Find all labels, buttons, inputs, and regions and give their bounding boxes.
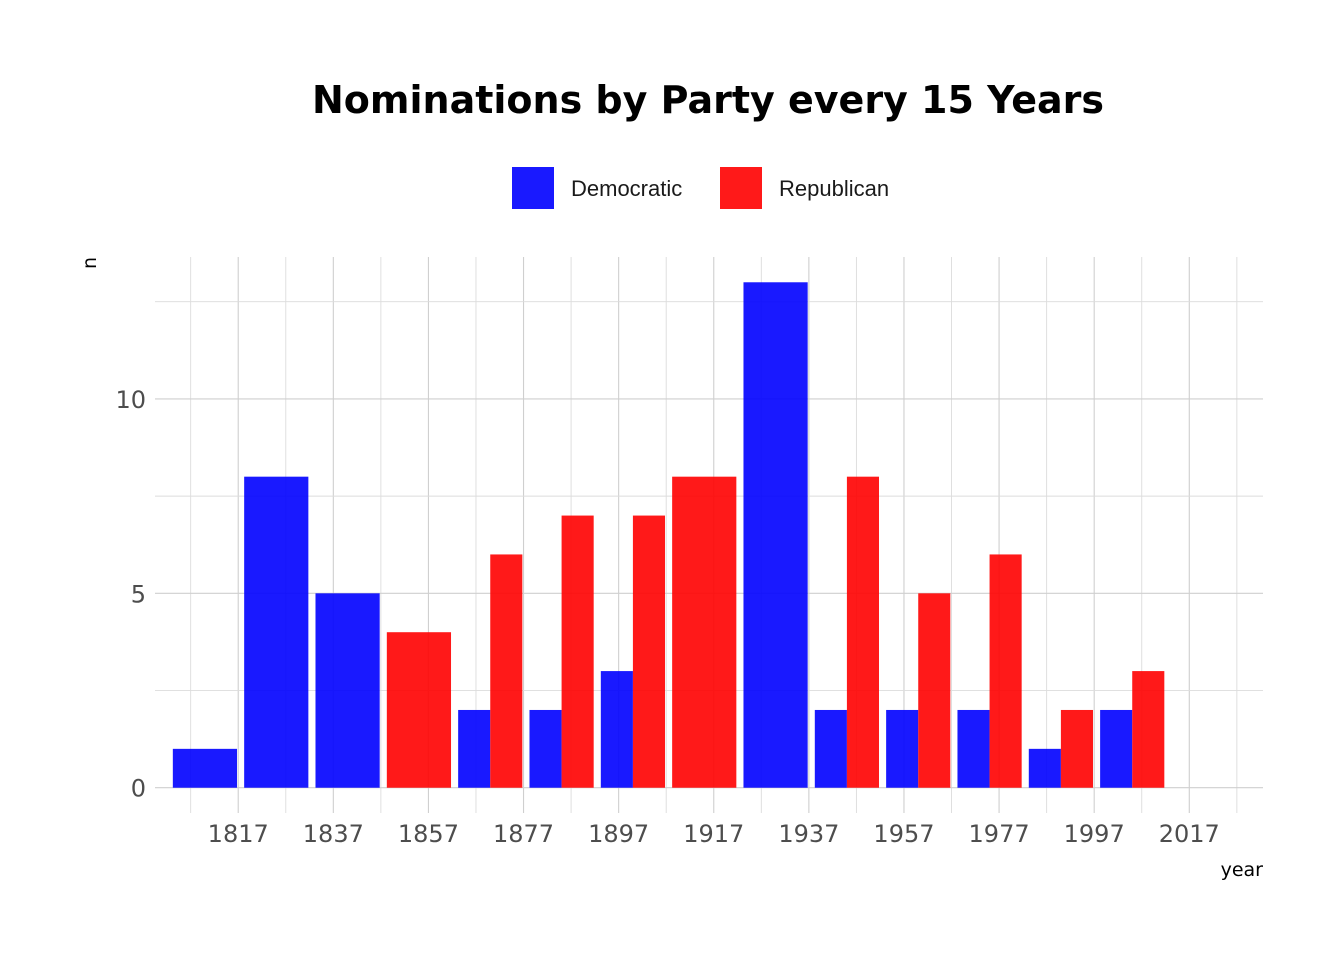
chart-title: Nominations by Party every 15 Years xyxy=(312,78,1104,122)
bar-republican-1885 xyxy=(561,515,594,788)
y-tick-label: 10 xyxy=(115,386,146,414)
bar-democratic-1930 xyxy=(743,282,808,788)
bar-republican-1990 xyxy=(1060,709,1093,788)
x-tick-label: 1857 xyxy=(398,820,459,848)
x-tick-label: 1817 xyxy=(208,820,269,848)
legend-key-republican xyxy=(720,167,762,209)
bar-democratic-1990 xyxy=(1028,748,1061,788)
x-axis-ticks: 1817 1837 1857 1877 1897 1917 1937 1957 1977 1997… xyxy=(208,820,1220,848)
bar-democratic-1810 xyxy=(172,748,238,788)
bar-democratic-1885 xyxy=(529,709,562,788)
x-tick-label: 1917 xyxy=(683,820,744,848)
x-tick-label: 1877 xyxy=(493,820,554,848)
bar-republican-2005 xyxy=(1132,671,1165,788)
bar-republican-1960 xyxy=(918,593,951,788)
legend-label-democratic: Democratic xyxy=(571,176,682,201)
x-axis-title: year xyxy=(1221,859,1264,881)
y-tick-label: 0 xyxy=(131,775,146,803)
bar-democratic-2005 xyxy=(1100,709,1133,788)
bar-republican-1900 xyxy=(632,515,666,788)
x-tick-label: 1897 xyxy=(588,820,649,848)
bar-democratic-1870 xyxy=(458,709,491,788)
bar-republican-1975 xyxy=(989,554,1022,788)
legend-key-democratic xyxy=(512,167,554,209)
bar-republican-1915 xyxy=(672,476,737,788)
bar-republican-1945 xyxy=(846,476,880,788)
bar-democratic-1960 xyxy=(886,709,919,788)
bar-republican-1855 xyxy=(386,632,452,788)
bar-democratic-1825 xyxy=(244,476,309,788)
x-tick-label: 2017 xyxy=(1159,820,1220,848)
y-axis-title: n xyxy=(79,257,101,269)
legend: Democratic Republican xyxy=(512,167,889,209)
x-tick-label: 1997 xyxy=(1064,820,1125,848)
bar-democratic-1900 xyxy=(600,671,633,788)
bars xyxy=(172,282,1165,788)
x-tick-label: 1977 xyxy=(969,820,1030,848)
bar-democratic-1840 xyxy=(315,593,380,788)
x-tick-label: 1837 xyxy=(303,820,364,848)
y-axis-ticks: 0 5 10 xyxy=(115,386,146,803)
bar-democratic-1975 xyxy=(957,709,990,788)
y-tick-label: 5 xyxy=(131,580,146,608)
bar-democratic-1945 xyxy=(814,709,847,788)
bar-republican-1870 xyxy=(490,554,523,788)
legend-label-republican: Republican xyxy=(779,176,889,201)
x-tick-label: 1957 xyxy=(873,820,934,848)
x-tick-label: 1937 xyxy=(778,820,839,848)
